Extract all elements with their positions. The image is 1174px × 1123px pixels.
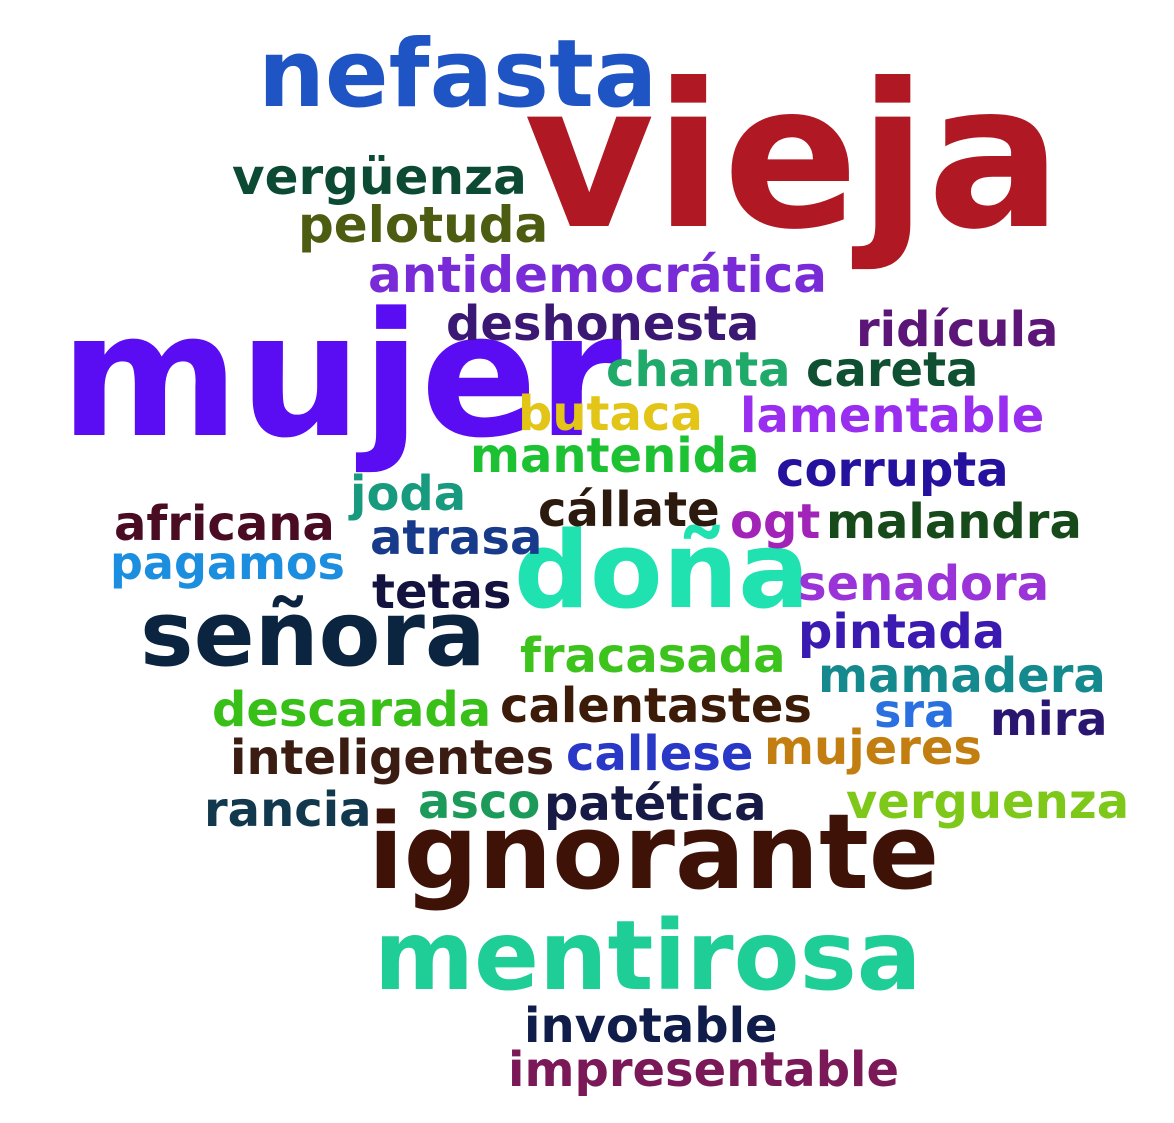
word-antidemocratica: antidemocrática — [368, 246, 827, 304]
word-nefasta: nefasta — [258, 20, 658, 129]
word-ridicula: ridícula — [856, 302, 1059, 358]
word-ogt: ogt — [730, 494, 821, 550]
word-malandra: malandra — [826, 494, 1082, 550]
word-verguenza: verguenza — [846, 774, 1130, 830]
word-senora: señora — [140, 582, 486, 687]
word-pagamos: pagamos — [110, 536, 345, 590]
word-rancia: rancia — [204, 782, 372, 838]
word-africana: africana — [114, 496, 335, 552]
word-mujer: mujer — [60, 275, 623, 476]
word-pintada: pintada — [798, 604, 1006, 660]
word-asco: asco — [418, 774, 541, 830]
word-impresentable: impresentable — [508, 1042, 900, 1098]
word-vieja: vieja — [524, 41, 1063, 274]
word-ignorante: ignorante — [368, 791, 940, 913]
word-invotable: invotable — [524, 998, 778, 1054]
word-atrasa: atrasa — [370, 510, 543, 566]
word-mentirosa: mentirosa — [374, 900, 922, 1012]
word-patetica: patética — [544, 776, 767, 832]
word-verguenza-top: vergüenza — [232, 148, 527, 206]
word-butaca: butaca — [518, 386, 703, 442]
word-mamadera: mamadera — [818, 648, 1106, 704]
word-descarada: descarada — [212, 682, 492, 738]
word-mantenida: mantenida — [470, 428, 760, 484]
word-lamentable: lamentable — [740, 388, 1045, 444]
word-calentastes: calentastes — [500, 678, 812, 734]
word-callese: callese — [566, 726, 754, 782]
word-joda: joda — [350, 466, 467, 522]
word-dona: doña — [514, 509, 810, 632]
word-deshonesta: deshonesta — [446, 296, 760, 352]
word-fracasada: fracasada — [520, 628, 786, 684]
word-callate: cállate — [538, 482, 720, 538]
word-senadora: senadora — [798, 556, 1050, 612]
word-mira: mira — [990, 692, 1108, 746]
word-mujeres: mujeres — [764, 720, 982, 776]
word-corrupta: corrupta — [776, 442, 1009, 498]
word-inteligentes: inteligentes — [230, 730, 555, 786]
word-tetas: tetas — [372, 564, 512, 620]
word-sra: sra — [874, 684, 956, 738]
word-chanta: chanta — [606, 342, 791, 398]
word-careta: careta — [806, 342, 979, 398]
word-pelotuda: pelotuda — [298, 196, 549, 254]
